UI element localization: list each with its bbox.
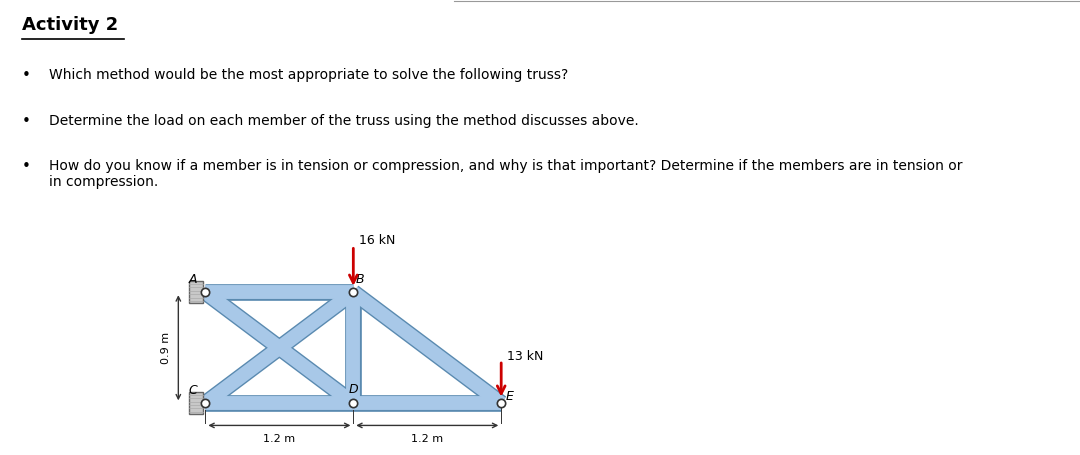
Text: Which method would be the most appropriate to solve the following truss?: Which method would be the most appropria…: [49, 68, 568, 82]
Text: C: C: [189, 384, 198, 397]
Bar: [189, 281, 203, 303]
Text: •: •: [22, 114, 30, 129]
Text: 1.2 m: 1.2 m: [411, 434, 443, 444]
Text: B: B: [355, 273, 364, 286]
Bar: [189, 392, 203, 415]
Text: 0.9 m: 0.9 m: [161, 332, 171, 364]
Text: 16 kN: 16 kN: [360, 234, 396, 247]
Text: A: A: [189, 273, 198, 286]
Text: D: D: [349, 383, 359, 396]
Text: •: •: [22, 159, 30, 174]
Text: Determine the load on each member of the truss using the method discusses above.: Determine the load on each member of the…: [49, 114, 638, 128]
Text: •: •: [22, 68, 30, 83]
Text: 13 kN: 13 kN: [508, 350, 543, 363]
Text: 1.2 m: 1.2 m: [264, 434, 296, 444]
Text: E: E: [505, 390, 514, 403]
Text: How do you know if a member is in tension or compression, and why is that import: How do you know if a member is in tensio…: [49, 159, 962, 189]
Text: Activity 2: Activity 2: [22, 16, 118, 34]
